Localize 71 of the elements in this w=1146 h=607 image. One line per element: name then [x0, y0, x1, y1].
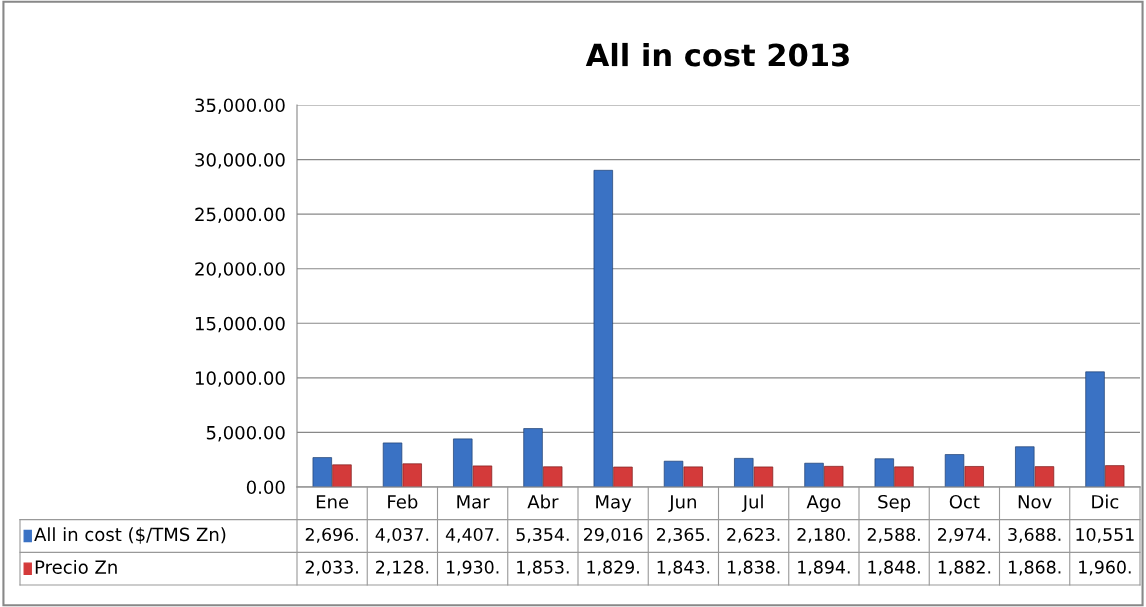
- data-label: 2,180.: [797, 527, 850, 543]
- bar: [824, 465, 844, 487]
- data-label: 2,588.: [867, 527, 920, 543]
- legend-label: Precio Zn: [35, 559, 117, 574]
- data-label: 5,354.: [516, 527, 569, 543]
- data-label: 1,960.: [1079, 560, 1131, 576]
- y-tick-label: 10,000.00: [195, 371, 285, 387]
- data-label: 10,551: [1076, 527, 1134, 543]
- bar: [402, 463, 422, 487]
- bar: [332, 464, 352, 487]
- bar: [613, 466, 633, 487]
- data-label: 1,853.: [517, 560, 569, 576]
- y-tick-label: 20,000.00: [195, 262, 285, 278]
- bar: [1015, 446, 1035, 487]
- data-label: 1,868.: [1008, 560, 1061, 576]
- bar: [1105, 465, 1125, 487]
- data-label: 2,033.: [305, 560, 358, 576]
- y-tick-label: 30,000.00: [195, 153, 285, 169]
- x-tick-label: Dic: [1092, 494, 1119, 509]
- bar: [964, 466, 984, 487]
- bar: [874, 458, 894, 487]
- x-tick-label: Nov: [1018, 495, 1052, 509]
- y-tick-label: 0.00: [246, 480, 285, 495]
- x-tick-label: Ago: [806, 495, 841, 513]
- bar: [523, 428, 543, 487]
- data-label: 2,365.: [657, 527, 710, 543]
- x-tick-label: Oct: [949, 494, 980, 509]
- data-label: 1,838.: [727, 560, 780, 576]
- x-tick-label: Ene: [316, 495, 349, 509]
- data-label: 1,843.: [657, 560, 710, 576]
- y-tick-label: 15,000.00: [195, 316, 285, 333]
- bar: [734, 458, 754, 487]
- bar: [1085, 371, 1105, 487]
- x-tick-label: May: [596, 495, 632, 513]
- x-tick-label: Jul: [741, 494, 763, 512]
- data-label: 4,037.: [375, 527, 429, 543]
- bar: [472, 465, 493, 487]
- x-tick-label: Mar: [457, 495, 490, 509]
- data-label: 2,696.: [305, 527, 358, 543]
- data-label: 2,623.: [727, 527, 780, 543]
- bar: [663, 460, 684, 487]
- data-label: 4,407.: [445, 527, 499, 543]
- bar: [453, 438, 473, 487]
- data-label: 1,848.: [868, 560, 920, 576]
- chart-title: All in cost 2013: [585, 42, 849, 67]
- x-tick-label: Abr: [527, 494, 559, 509]
- x-tick-label: Jun: [668, 495, 696, 512]
- data-label: 1,894.: [798, 560, 850, 576]
- bar: [753, 466, 774, 487]
- bar: [593, 169, 613, 487]
- bar: [312, 457, 332, 487]
- bar: [543, 466, 563, 487]
- bar: [683, 466, 703, 487]
- data-label: 2,974.: [938, 527, 991, 543]
- legend-label: All in cost ($/TMS Zn): [34, 527, 226, 544]
- bar: [1034, 466, 1055, 487]
- bar: [894, 466, 914, 487]
- y-tick-label: 25,000.00: [195, 207, 285, 224]
- data-label: 1,882.: [938, 560, 991, 576]
- bar: [382, 442, 403, 487]
- y-tick-label: 5,000.00: [206, 425, 285, 442]
- data-label: 1,930.: [446, 560, 499, 576]
- bar: [944, 454, 965, 487]
- data-label: 29,016: [584, 527, 643, 543]
- data-label: 2,128.: [376, 560, 429, 576]
- x-tick-label: Feb: [388, 494, 418, 509]
- y-tick-label: 35,000.00: [195, 98, 285, 114]
- data-label: 1,829.: [587, 560, 639, 576]
- x-tick-label: Sep: [878, 494, 911, 513]
- bar: [804, 462, 824, 487]
- data-label: 3,688.: [1008, 527, 1061, 543]
